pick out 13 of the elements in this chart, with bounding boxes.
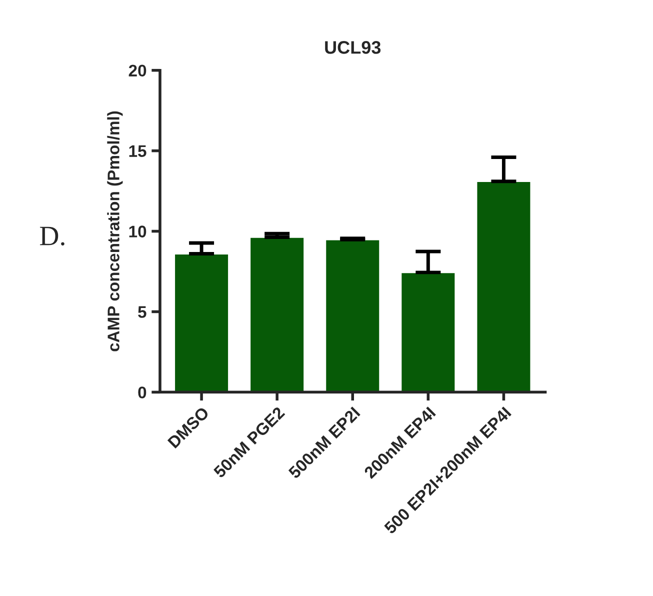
y-tick-label: 15: [129, 145, 146, 157]
bar: [324, 238, 381, 392]
y-tick-label: 20: [128, 64, 146, 77]
bar: [249, 236, 305, 392]
y-tick-label: 0: [138, 386, 146, 398]
chart-title: UCL93: [325, 41, 381, 54]
y-tick-label: 10: [129, 226, 146, 238]
bar: [400, 272, 456, 392]
text: D.: [40, 226, 64, 246]
y-tick-label: 5: [138, 306, 146, 318]
bar: [476, 180, 532, 392]
y-axis-title: cAMP concentration (Pmol/ml): [107, 111, 123, 352]
bar: [174, 253, 230, 392]
